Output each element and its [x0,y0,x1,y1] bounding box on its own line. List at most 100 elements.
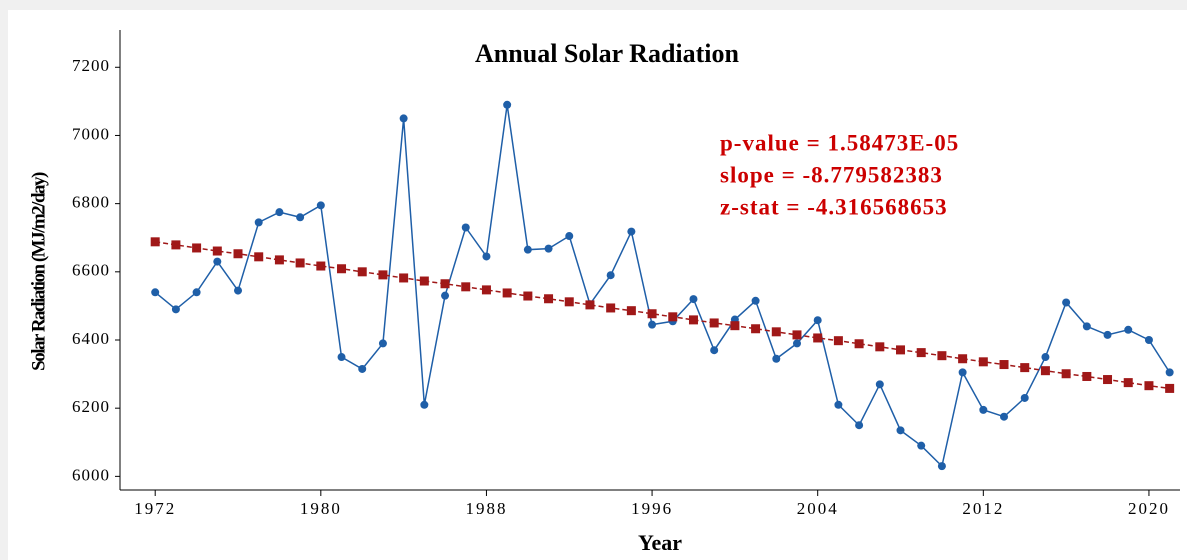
marker [254,218,263,227]
annotation: z-stat = -4.316568653 [720,194,948,219]
marker [502,288,512,298]
marker [833,336,843,346]
marker [564,297,574,307]
marker [937,462,946,471]
y-tick-label: 6400 [72,329,110,348]
marker [813,333,823,343]
marker [958,368,967,377]
marker [1082,371,1092,381]
marker [316,201,325,210]
marker [1123,378,1133,388]
chart-title: Annual Solar Radiation [475,39,739,68]
marker [1020,393,1029,402]
marker [978,357,988,367]
marker [896,345,906,355]
marker [1061,369,1071,379]
marker [171,240,181,250]
chart-area [8,10,1187,560]
marker [1041,353,1050,362]
marker [1103,375,1113,385]
marker [233,249,243,259]
marker [523,291,533,301]
marker [337,264,347,274]
marker [648,320,657,329]
marker [751,296,760,305]
marker [999,360,1009,370]
marker [1062,298,1071,307]
marker [1000,412,1009,421]
y-tick-label: 7200 [72,56,110,75]
marker [1020,363,1030,373]
marker [419,276,429,286]
marker [916,348,926,358]
marker [151,288,160,297]
annotation: p-value = 1.58473E-05 [720,130,959,155]
x-tick-label: 1972 [134,499,176,518]
marker [647,309,657,319]
marker [212,246,222,256]
x-tick-label: 2012 [962,499,1004,518]
marker [171,305,180,314]
marker [544,294,554,304]
y-tick-label: 6200 [72,397,110,416]
x-tick-label: 2004 [797,499,839,518]
y-tick-label: 6000 [72,465,110,484]
marker [585,300,595,310]
marker [213,257,222,266]
marker [274,255,284,265]
marker [461,282,471,292]
marker [503,100,512,109]
marker [958,354,968,364]
marker [688,315,698,325]
marker [296,213,305,222]
marker [544,244,553,253]
marker [709,318,719,328]
y-axis-label: Solar Radiation (MJ/m2/day) [28,172,49,371]
marker [606,271,615,280]
marker [855,421,864,430]
marker [771,327,781,337]
y-tick-label: 7000 [72,124,110,143]
marker [1144,381,1154,391]
marker [565,232,574,241]
x-tick-label: 1980 [300,499,342,518]
marker [316,261,326,271]
marker [192,288,201,297]
marker [399,273,409,283]
marker [626,306,636,316]
marker [399,114,408,123]
marker [854,339,864,349]
x-axis-label: Year [638,530,682,555]
marker [689,295,698,304]
marker [627,227,636,236]
marker [295,258,305,268]
marker [1103,330,1112,339]
marker [440,279,450,289]
marker [378,270,388,280]
marker [896,426,905,435]
marker [1165,368,1174,377]
marker [254,252,264,262]
marker [710,346,719,355]
marker [834,400,843,409]
marker [1144,336,1153,344]
marker [523,245,532,254]
marker [378,339,387,348]
marker [481,285,491,295]
marker [606,303,616,313]
marker [792,330,802,340]
marker [275,208,284,217]
marker [875,342,885,352]
x-tick-label: 1996 [631,499,673,518]
marker [441,291,450,300]
marker [772,354,781,363]
marker [1040,366,1050,376]
marker [813,316,822,325]
marker [420,400,429,409]
marker [917,441,926,450]
marker [357,267,367,277]
marker [234,286,243,295]
marker [937,351,947,361]
marker [792,339,801,348]
